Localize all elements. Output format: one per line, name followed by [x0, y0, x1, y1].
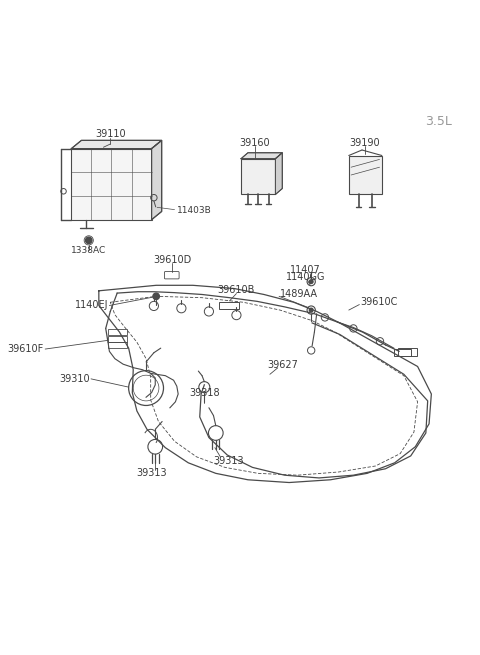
Bar [241, 159, 276, 195]
Text: 39318: 39318 [189, 388, 220, 398]
Bar [108, 329, 127, 335]
Text: 39310: 39310 [59, 374, 90, 384]
Text: 39160: 39160 [240, 138, 270, 148]
Text: 39627: 39627 [267, 360, 298, 370]
Bar [398, 348, 417, 356]
Polygon shape [152, 140, 162, 219]
Text: 3.5L: 3.5L [425, 115, 452, 128]
Circle shape [153, 293, 159, 299]
Circle shape [85, 237, 92, 244]
Bar [394, 349, 411, 356]
Bar [219, 302, 239, 309]
Polygon shape [276, 153, 282, 195]
Text: 1140GG: 1140GG [286, 272, 325, 282]
Circle shape [309, 309, 313, 312]
Text: 11407: 11407 [290, 265, 321, 275]
Text: 1338AC: 1338AC [71, 246, 107, 255]
Text: 39313: 39313 [136, 468, 167, 478]
Text: 1140EJ: 1140EJ [74, 301, 108, 310]
Polygon shape [72, 140, 162, 149]
Text: 1489AA: 1489AA [280, 289, 318, 299]
Text: 39610B: 39610B [218, 285, 255, 295]
Text: 39110: 39110 [95, 129, 126, 139]
Bar [108, 342, 127, 348]
Text: 11403B: 11403B [177, 206, 212, 215]
Bar [72, 149, 152, 219]
Text: 39610C: 39610C [360, 297, 397, 307]
Polygon shape [241, 153, 282, 159]
Text: 39313: 39313 [213, 455, 244, 466]
Text: 39190: 39190 [349, 138, 380, 148]
Circle shape [309, 280, 313, 284]
Text: 39610D: 39610D [153, 255, 192, 265]
Bar [349, 155, 382, 195]
Text: 39610F: 39610F [8, 344, 44, 354]
Bar [108, 336, 127, 342]
